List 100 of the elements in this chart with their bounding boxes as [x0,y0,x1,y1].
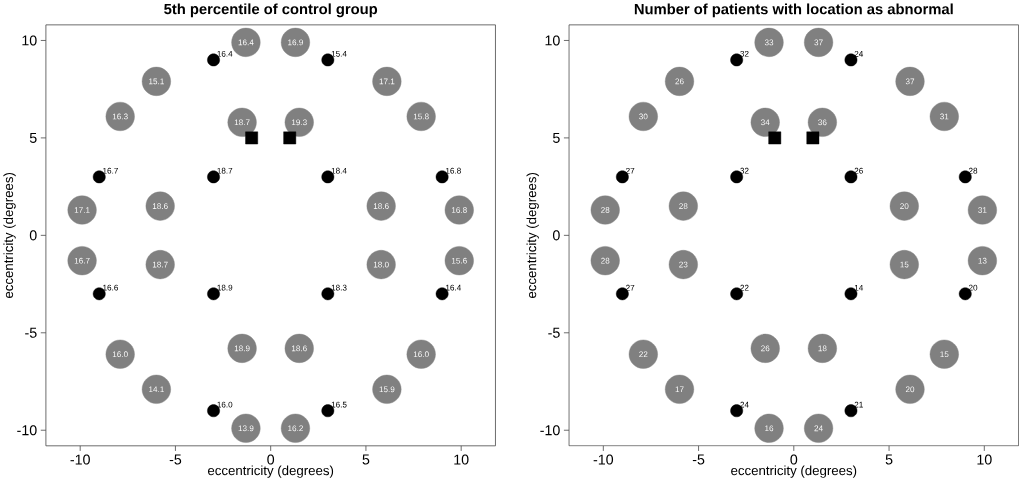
annotation: 16.2 [288,425,303,432]
point [245,131,258,145]
annotation: 28 [601,257,610,264]
annotation: 24 [740,401,749,408]
annotation: 18.7 [217,167,233,174]
point [668,191,698,221]
point [227,107,257,137]
annotation: 20 [900,203,909,209]
annotation: 18.9 [234,345,250,352]
annotation: 13 [978,257,987,264]
x-axis-title: eccentricity (degrees) [207,465,334,478]
x-tick-label: 0 [790,454,798,465]
annotation: 16.9 [288,39,303,46]
point [889,249,919,279]
x-tick-label: 0 [267,454,275,465]
y-tick-label: -5 [25,327,37,338]
point [754,27,784,57]
point [750,107,780,137]
annotation: 32 [740,50,749,57]
annotation: 34 [761,119,770,126]
point [804,27,834,57]
point [366,191,396,221]
y-tick-label: 0 [29,230,37,241]
annotation: 15.1 [149,78,164,85]
point [754,413,784,443]
annotation: 32 [740,167,749,174]
point [665,66,695,96]
point [444,195,474,225]
y-tick-label: 0 [552,230,560,241]
x-tick-label: -10 [70,454,90,465]
point [628,339,658,369]
annotation: 26 [761,345,770,352]
annotation: 18.6 [373,203,389,209]
annotation: 31 [978,207,987,213]
annotation: 15 [900,261,909,268]
annotation: 18.6 [291,345,307,352]
point [895,66,925,96]
annotation: 17.1 [379,78,395,85]
point [750,333,780,363]
annotation: 30 [639,113,648,120]
x-tick-label: 5 [885,454,893,465]
y-axis-title: eccentricity (degrees) [526,172,539,298]
annotation: 18.0 [373,261,389,268]
y-tick-label: 5 [552,132,560,143]
annotation: 18.7 [234,119,250,126]
annotation: 22 [740,284,749,291]
annotation: 20 [905,386,915,393]
chart-title: 5th percentile of control group [164,3,378,18]
point [929,339,959,369]
x-tick-label: -5 [169,454,182,465]
annotation: 16.0 [112,351,128,358]
point [929,101,959,131]
point [145,191,175,221]
annotation: 36 [818,119,827,126]
annotation: 16.5 [331,401,347,408]
annotation: 16.4 [238,39,254,46]
chart-title: Number of patients with location as abnormal [634,3,953,18]
point [668,249,698,279]
annotation: 14.1 [149,386,164,393]
annotation: 16.4 [446,284,462,291]
point [105,339,135,369]
point [967,246,997,276]
x-axis-title: eccentricity (degrees) [731,465,857,478]
annotation: 18.7 [152,261,168,268]
point [665,374,695,404]
y-tick-label: -5 [548,327,560,338]
annotation: 16.7 [103,167,118,174]
annotation: 22 [639,351,648,357]
point [628,101,658,131]
annotation: 17.1 [74,207,90,213]
point [807,107,837,137]
annotation: 16 [765,425,774,432]
point [590,195,620,225]
annotation: 33 [764,39,774,46]
point [895,374,925,404]
annotation: 18.4 [331,167,347,174]
annotation: 15.8 [413,113,429,120]
annotation: 24 [854,50,864,57]
annotation: 18 [818,345,827,352]
x-tick-label: -10 [593,454,614,465]
point [590,246,620,276]
y-tick-label: -10 [540,425,560,436]
annotation: 31 [940,113,949,120]
annotation: 26 [675,78,684,85]
annotation: 15.9 [379,386,395,393]
point [889,191,919,221]
y-tick-label: 10 [22,35,37,46]
annotation: 16.6 [103,284,118,291]
annotation: 18.9 [217,284,233,291]
annotation: 23 [679,261,688,268]
annotation: 26 [854,167,863,174]
annotation: 15.4 [331,50,347,57]
annotation: 16.4 [217,50,233,57]
annotation: 28 [601,207,610,213]
point [806,131,820,145]
annotation: 20 [968,284,978,291]
x-tick-label: 10 [977,454,992,465]
y-tick-label: 5 [29,132,37,143]
point [967,195,997,225]
annotation: 16.8 [446,167,461,174]
